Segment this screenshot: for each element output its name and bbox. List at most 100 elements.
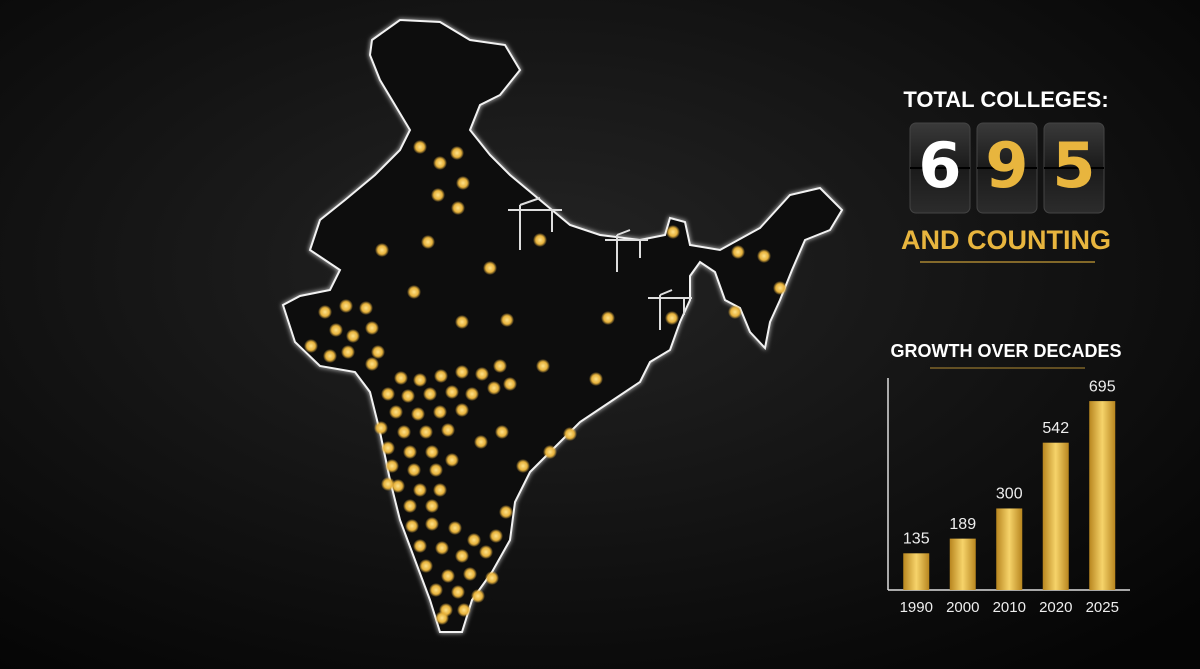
college-dot <box>474 435 488 449</box>
college-dot <box>411 407 425 421</box>
college-dot <box>323 349 337 363</box>
college-dot <box>441 569 455 583</box>
college-dot <box>448 521 462 535</box>
college-dot <box>563 427 577 441</box>
college-dot <box>339 299 353 313</box>
bar <box>949 538 976 590</box>
college-dot <box>731 245 745 259</box>
college-dot <box>516 459 530 473</box>
x-tick-label: 2025 <box>1086 599 1119 616</box>
college-dot <box>475 367 489 381</box>
college-dot <box>728 305 742 319</box>
college-dot <box>479 545 493 559</box>
college-dot <box>433 156 447 170</box>
crane <box>648 289 692 330</box>
college-dot <box>365 357 379 371</box>
college-dot <box>419 559 433 573</box>
college-dot <box>381 387 395 401</box>
college-dot <box>487 381 501 395</box>
college-dots <box>304 140 787 625</box>
construction-icons <box>508 197 692 330</box>
college-dot <box>433 405 447 419</box>
college-dot <box>425 517 439 531</box>
college-dot <box>304 339 318 353</box>
college-dot <box>441 423 455 437</box>
x-tick-label: 2000 <box>946 599 979 616</box>
college-dot <box>389 405 403 419</box>
college-dot <box>457 603 471 617</box>
college-dot <box>533 233 547 247</box>
x-tick-label: 1990 <box>900 599 933 616</box>
college-dot <box>374 421 388 435</box>
college-dot <box>365 321 379 335</box>
college-dot <box>433 483 447 497</box>
college-dot <box>483 261 497 275</box>
college-dot <box>434 369 448 383</box>
digit: 6 <box>918 129 961 202</box>
x-tick-label: 2020 <box>1039 599 1072 616</box>
college-dot <box>450 146 464 160</box>
college-dot <box>485 571 499 585</box>
college-dot <box>405 519 419 533</box>
college-dot <box>371 345 385 359</box>
college-dot <box>425 499 439 513</box>
college-dot <box>489 529 503 543</box>
college-dot <box>413 373 427 387</box>
college-dot <box>465 387 479 401</box>
college-dot <box>499 505 513 519</box>
college-dot <box>341 345 355 359</box>
bar <box>1089 401 1116 590</box>
college-dot <box>601 311 615 325</box>
college-dot <box>318 305 332 319</box>
college-dot <box>423 387 437 401</box>
college-dot <box>435 541 449 555</box>
college-dot <box>421 235 435 249</box>
college-dot <box>757 249 771 263</box>
college-dot <box>359 301 373 315</box>
college-dot <box>463 567 477 581</box>
value-label: 189 <box>949 516 976 533</box>
value-label: 300 <box>996 486 1023 503</box>
college-dot <box>429 463 443 477</box>
college-dot <box>385 459 399 473</box>
college-dot <box>381 441 395 455</box>
college-dot <box>425 445 439 459</box>
counter-subtitle: AND COUNTING <box>901 225 1111 255</box>
college-dot <box>435 611 449 625</box>
value-label: 542 <box>1042 420 1069 437</box>
college-dot <box>455 315 469 329</box>
college-dot <box>419 425 433 439</box>
college-dot <box>413 140 427 154</box>
bar <box>1042 442 1069 590</box>
college-dot <box>455 365 469 379</box>
college-dot <box>495 425 509 439</box>
college-dot <box>467 533 481 547</box>
college-dot <box>394 371 408 385</box>
college-dot <box>407 463 421 477</box>
college-dot <box>431 188 445 202</box>
college-dot <box>455 549 469 563</box>
college-dot <box>429 583 443 597</box>
college-dot <box>381 477 395 491</box>
crane <box>508 197 562 250</box>
college-dot <box>413 483 427 497</box>
x-tick-label: 2010 <box>993 599 1026 616</box>
college-dot <box>543 445 557 459</box>
bar <box>996 508 1023 590</box>
college-dot <box>666 225 680 239</box>
college-dot <box>665 311 679 325</box>
digit: 9 <box>985 129 1028 202</box>
chart-title: GROWTH OVER DECADES <box>890 341 1121 361</box>
value-label: 135 <box>903 531 930 548</box>
digit: 5 <box>1052 129 1095 202</box>
college-dot <box>471 589 485 603</box>
college-dot <box>493 359 507 373</box>
value-label: 695 <box>1089 378 1116 395</box>
college-dot <box>401 389 415 403</box>
college-dot <box>375 243 389 257</box>
college-dot <box>500 313 514 327</box>
college-dot <box>445 385 459 399</box>
college-dot <box>329 323 343 337</box>
